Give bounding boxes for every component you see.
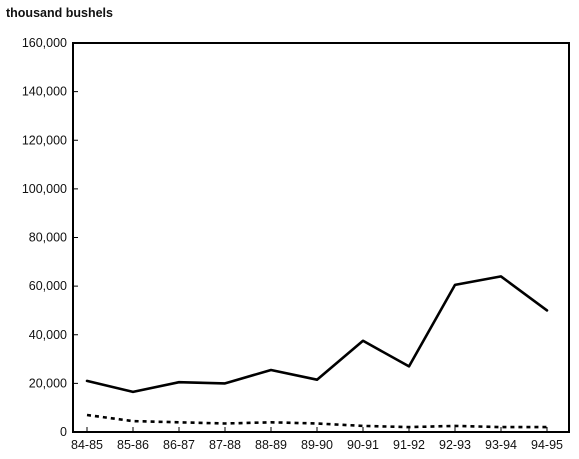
y-tick-label: 140,000 <box>22 85 67 99</box>
series-line-2 <box>86 413 547 429</box>
x-axis: 84-85 85-86 86-87 87-88 88-89 89-90 90-91 91-92… <box>71 427 563 452</box>
plot-frame <box>72 42 570 433</box>
series-group <box>85 275 549 429</box>
x-tick-label: 92-93 <box>439 438 471 452</box>
y-tick-label: 80,000 <box>29 231 67 245</box>
y-axis-title: thousand bushels <box>6 6 113 20</box>
y-tick-label: 160,000 <box>22 36 67 50</box>
x-tick-label: 85-86 <box>117 438 149 452</box>
x-tick-label: 90-91 <box>347 438 379 452</box>
series-line-1 <box>85 275 549 394</box>
x-tick-label: 91-92 <box>393 438 425 452</box>
y-axis: 0 20,000 40,000 60,000 80,000 100,000 120,000 1… <box>22 36 78 439</box>
x-tick-label: 93-94 <box>485 438 517 452</box>
y-tick-label: 60,000 <box>29 279 67 293</box>
x-tick-label: 86-87 <box>163 438 195 452</box>
y-tick-label: 40,000 <box>29 328 67 342</box>
x-tick-label: 94-95 <box>531 438 563 452</box>
y-tick-label: 120,000 <box>22 133 67 147</box>
x-tick-label: 84-85 <box>71 438 103 452</box>
y-tick-label: 20,000 <box>29 376 67 390</box>
x-tick-label: 88-89 <box>255 438 287 452</box>
x-tick-label: 87-88 <box>209 438 241 452</box>
x-tick-label: 89-90 <box>301 438 333 452</box>
y-tick-label: 100,000 <box>22 182 67 196</box>
y-tick-label: 0 <box>60 425 67 439</box>
